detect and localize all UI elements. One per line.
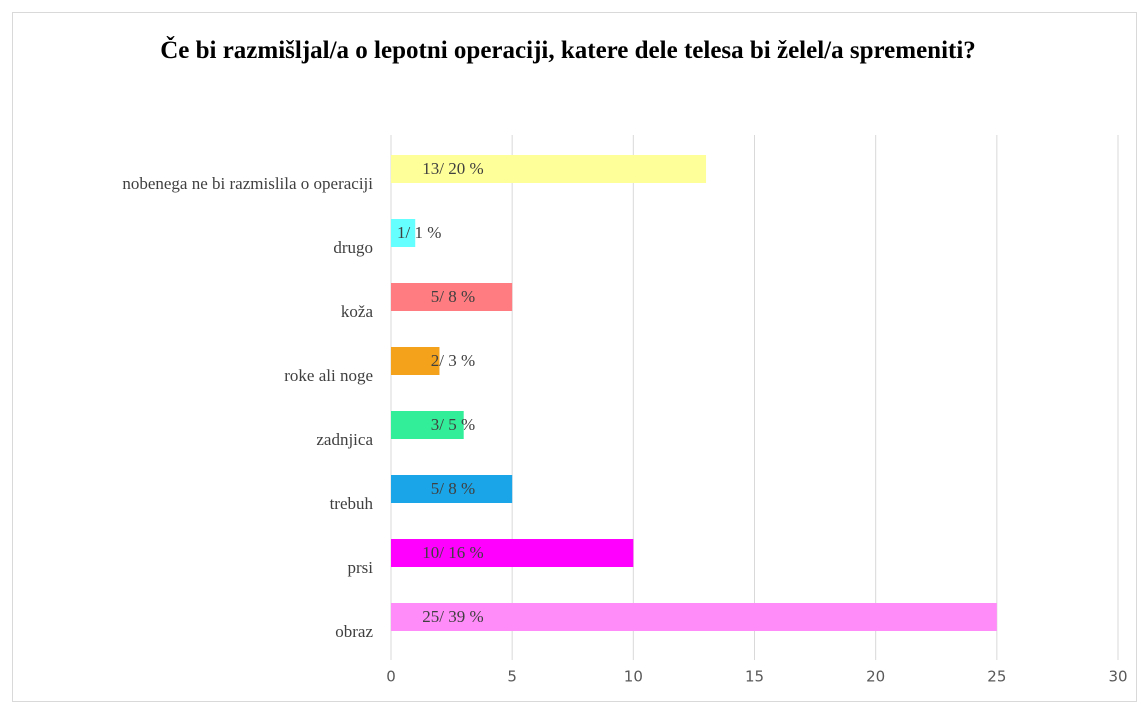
y-tick-label: obraz xyxy=(335,622,373,641)
data-label: 5/ 8 % xyxy=(431,287,475,306)
data-label: 1/ 1 % xyxy=(397,223,441,242)
x-tick-label: 30 xyxy=(1108,668,1127,686)
x-tick-label: 25 xyxy=(987,668,1006,686)
x-tick-label: 15 xyxy=(745,668,764,686)
data-label: 25/ 39 % xyxy=(422,607,483,626)
y-tick-label: nobenega ne bi razmislila o operaciji xyxy=(122,174,373,193)
y-tick-label: prsi xyxy=(348,558,374,577)
x-tick-label: 0 xyxy=(386,668,396,686)
bar xyxy=(391,539,634,567)
x-tick-label: 20 xyxy=(866,668,885,686)
bar xyxy=(391,603,997,631)
bar xyxy=(391,347,440,375)
bar xyxy=(391,155,707,183)
data-label: 10/ 16 % xyxy=(422,543,483,562)
bar xyxy=(391,283,513,311)
x-tick-label: 10 xyxy=(624,668,643,686)
data-label: 2/ 3 % xyxy=(431,351,475,370)
bar xyxy=(391,411,464,439)
bar xyxy=(391,219,416,247)
y-tick-label: drugo xyxy=(333,238,373,257)
chart-title: Če bi razmišljal/a o lepotni operaciji, … xyxy=(160,37,976,64)
y-tick-label: zadnjica xyxy=(316,430,373,449)
y-tick-label: roke ali noge xyxy=(284,366,373,385)
y-tick-label: trebuh xyxy=(330,494,374,513)
x-tick-label: 5 xyxy=(507,668,517,686)
bar xyxy=(391,475,513,503)
data-label: 13/ 20 % xyxy=(422,159,483,178)
y-tick-label: koža xyxy=(341,302,374,321)
data-label: 5/ 8 % xyxy=(431,479,475,498)
data-label: 3/ 5 % xyxy=(431,415,475,434)
